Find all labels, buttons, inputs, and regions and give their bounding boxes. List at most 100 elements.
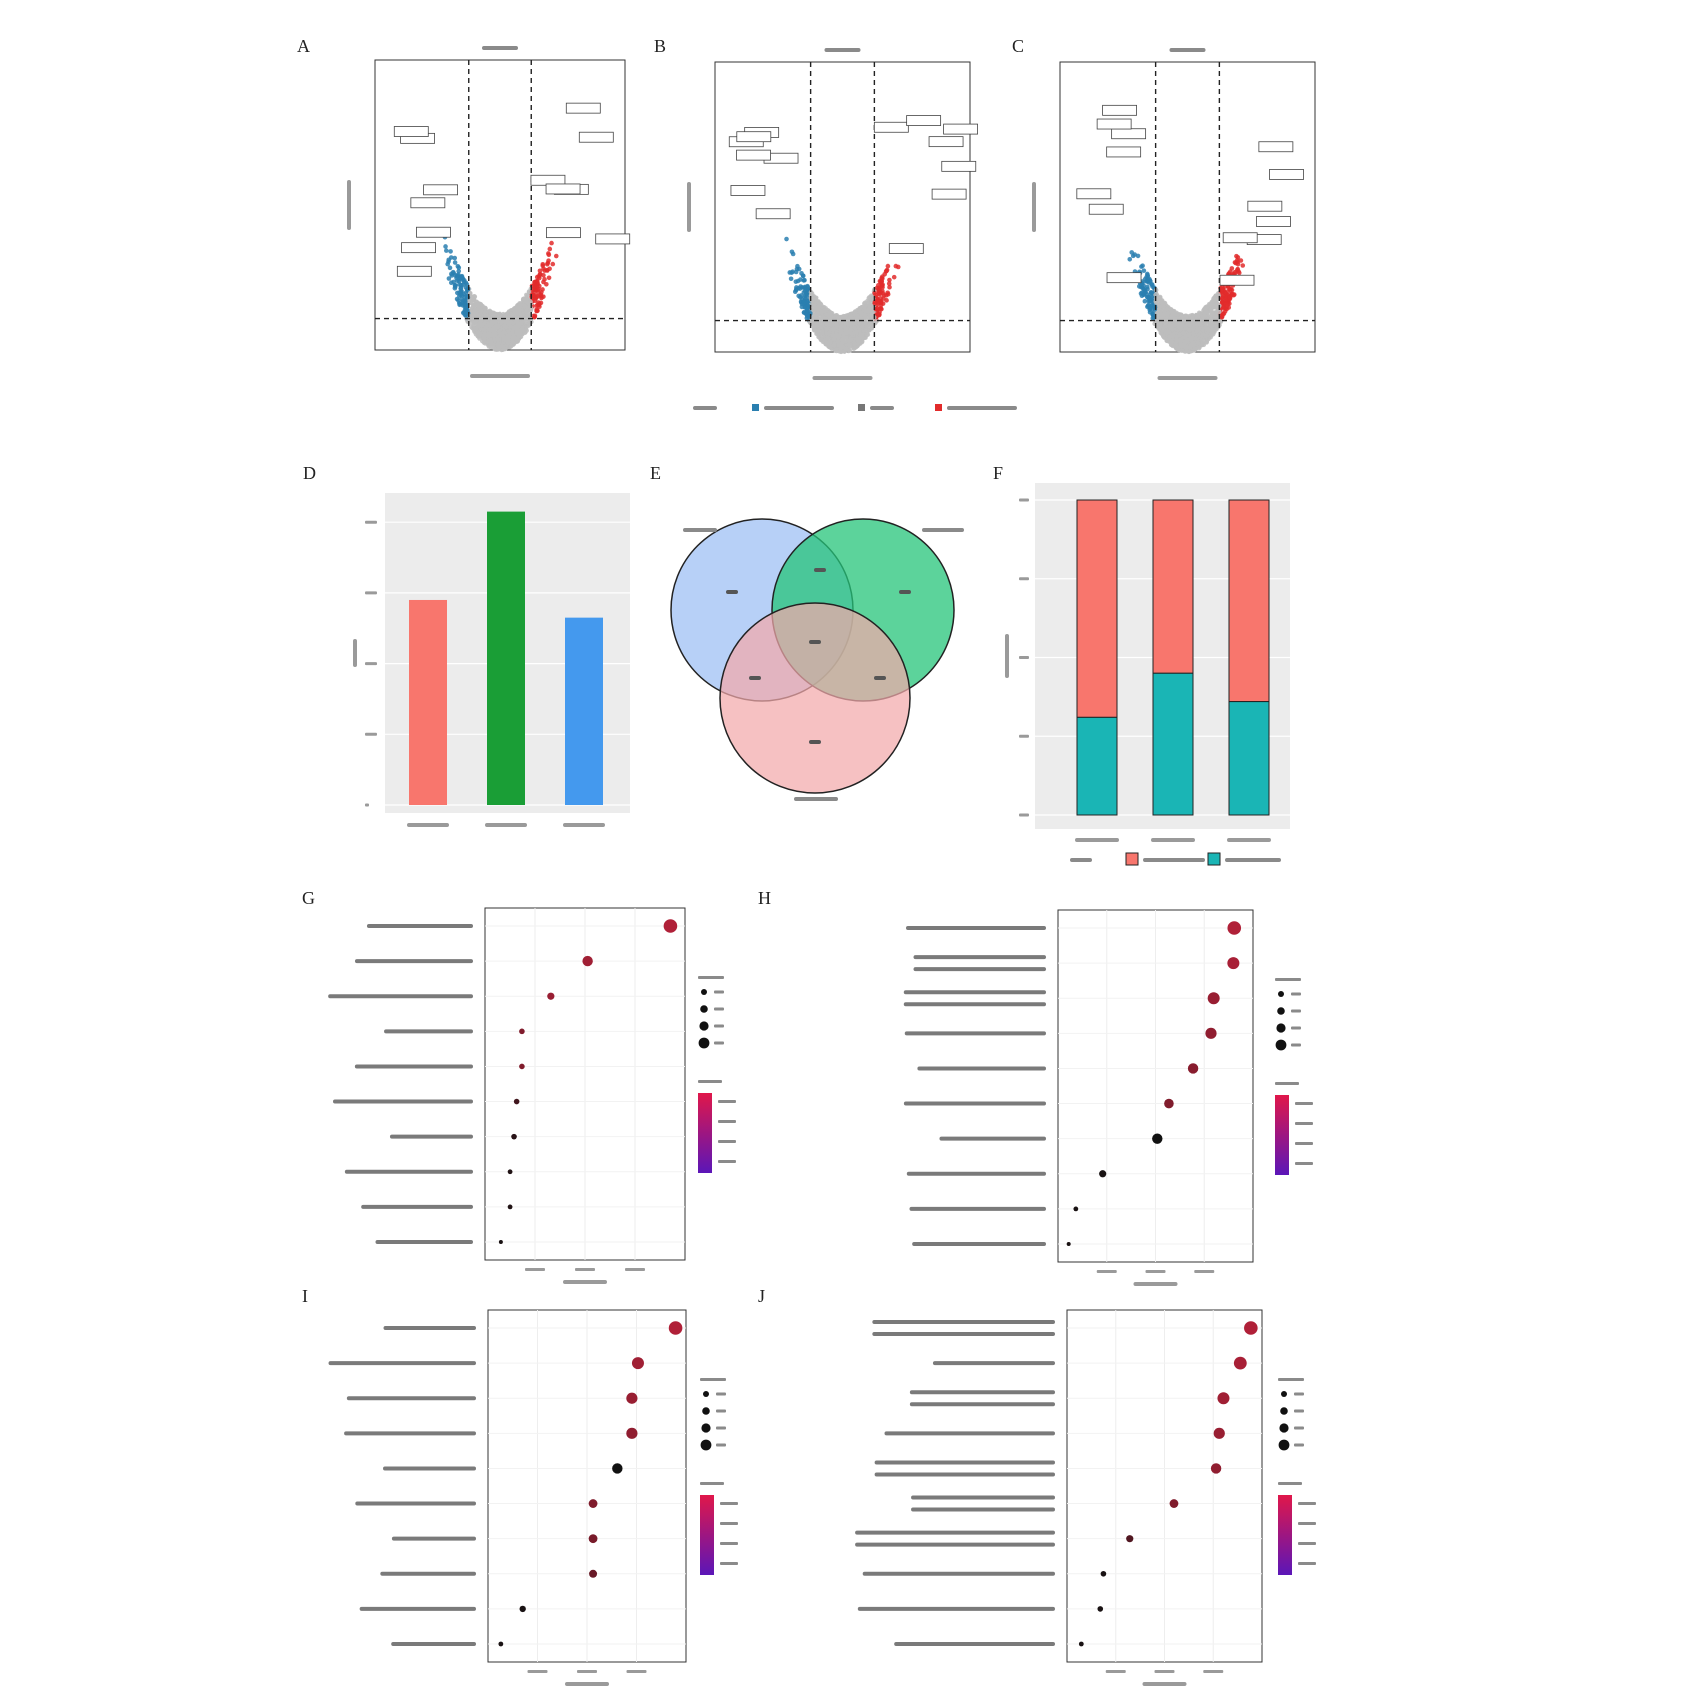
data-point: [1168, 307, 1174, 313]
x-axis-label-blur: [1133, 1282, 1178, 1286]
data-point: [1216, 293, 1221, 298]
data-point: [863, 321, 868, 327]
legend-title-blur: [700, 1482, 724, 1485]
data-point: [502, 317, 507, 322]
x-tick-label: [1145, 1270, 1166, 1273]
data-point: [1212, 299, 1218, 305]
legend-title-blur: [1278, 1378, 1304, 1381]
enrichment-dot: [498, 1641, 504, 1647]
gene-label-box: [410, 197, 446, 209]
y-tick-label: [365, 591, 377, 595]
data-point: [843, 346, 849, 352]
data-point: [1178, 326, 1184, 332]
data-point: [814, 322, 819, 328]
bar: [487, 511, 525, 805]
data-point: [1145, 272, 1150, 278]
data-point: [1150, 315, 1156, 321]
data-point: [886, 281, 892, 286]
data-point: [864, 332, 870, 338]
data-point: [825, 331, 831, 336]
data-point: [486, 333, 491, 338]
panel-letter-d: D: [303, 463, 316, 483]
size-legend-dot: [703, 1391, 709, 1397]
data-point: [863, 308, 869, 314]
data-point: [544, 281, 549, 287]
data-point: [1208, 307, 1214, 312]
data-point: [843, 320, 849, 326]
panel-letter-e: E: [650, 463, 661, 483]
size-legend-dot: [1278, 1439, 1290, 1451]
x-tick-label: [1151, 838, 1195, 842]
data-point: [445, 261, 450, 267]
data-point: [472, 320, 477, 325]
data-point: [494, 313, 499, 318]
dot-plot-j: [855, 1309, 1316, 1686]
y-tick-label: [365, 732, 377, 736]
data-point: [844, 335, 849, 340]
legend-title-blur: [1275, 1082, 1299, 1085]
term-label: [909, 1206, 1046, 1211]
volcano-plot-a: [347, 46, 631, 378]
term-label: [917, 1066, 1046, 1071]
plot-title-blur: [1169, 48, 1206, 52]
data-point: [473, 307, 478, 312]
legend-label-blur: [720, 1562, 738, 1565]
legend-key: [1207, 852, 1221, 866]
term-label: [344, 1431, 476, 1436]
data-point: [804, 291, 809, 297]
gene-label-box: [1269, 169, 1304, 180]
data-point: [793, 269, 799, 275]
data-point: [1234, 253, 1239, 259]
size-legend-dot: [699, 1021, 709, 1031]
legend-label-blur: [714, 1007, 724, 1011]
enrichment-dot: [1213, 1427, 1225, 1439]
x-tick-label: [485, 823, 527, 827]
term-label: [384, 1029, 473, 1034]
data-point: [842, 324, 847, 330]
data-point: [885, 291, 891, 297]
data-point: [512, 309, 518, 315]
data-point: [1229, 291, 1234, 297]
enrichment-dot: [1210, 1463, 1222, 1474]
legend-title-blur: [1278, 1482, 1302, 1485]
data-point: [523, 298, 528, 304]
data-point: [1187, 327, 1192, 333]
data-point: [517, 302, 523, 308]
data-point: [784, 236, 789, 242]
x-tick-label: [527, 1670, 548, 1673]
term-label: [355, 1501, 476, 1506]
data-point: [1196, 345, 1202, 351]
term-label: [884, 1431, 1055, 1436]
legend-title-blur: [698, 976, 724, 979]
gene-label-box: [1106, 272, 1142, 284]
gene-label-box: [546, 227, 581, 239]
size-legend-dot: [1275, 1039, 1287, 1051]
legend-label-blur: [716, 1409, 726, 1413]
data-point: [553, 253, 559, 259]
dot-plot-h: [903, 909, 1313, 1286]
data-point: [1142, 298, 1148, 304]
data-point: [865, 301, 871, 307]
data-point: [492, 332, 498, 338]
data-point: [1158, 323, 1163, 329]
volcano-legend: [693, 404, 1017, 411]
data-point: [1232, 271, 1238, 276]
data-point: [876, 312, 882, 318]
size-legend-dot: [1278, 991, 1284, 997]
legend-label-blur: [718, 1160, 736, 1163]
x-axis-label-blur: [1157, 376, 1218, 380]
data-point: [834, 332, 840, 338]
term-label: [383, 1466, 476, 1471]
term-label: [912, 1242, 1046, 1246]
data-point: [547, 246, 553, 252]
data-point: [1159, 304, 1165, 309]
legend-label-blur: [714, 1041, 724, 1045]
gene-label-box: [423, 184, 458, 196]
data-point: [1240, 263, 1246, 268]
data-point: [788, 276, 794, 282]
data-point: [878, 306, 884, 311]
data-point: [852, 311, 858, 317]
data-point: [481, 339, 487, 345]
data-point: [1180, 330, 1186, 336]
term-label: [354, 959, 473, 964]
